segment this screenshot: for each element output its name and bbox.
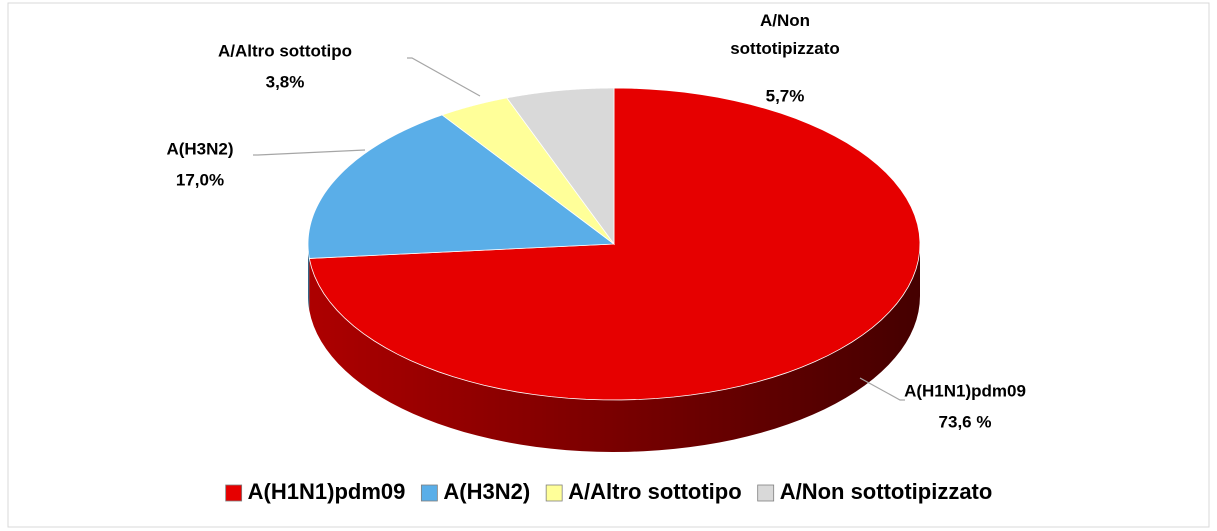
leader-line	[407, 57, 481, 97]
pie-slice	[441, 97, 615, 245]
data-label-value: 5,7%	[766, 86, 805, 105]
data-label-category: A(H3N2)	[166, 139, 233, 158]
legend-label: A/Non sottotipizzato	[780, 479, 993, 504]
pie-slice	[308, 87, 921, 401]
pie-slice-side	[308, 244, 310, 311]
data-labels: A(H1N1)pdm09 73,6 % A(H3N2) 17,0% A/Altro so…	[166, 11, 1025, 431]
pie-slice	[506, 87, 615, 246]
legend-label: A(H3N2)	[443, 479, 530, 504]
data-label-category: A/Altro sottotipo	[218, 41, 352, 60]
legend: A(H1N1)pdm09 A(H3N2) A/Altro sottotipo A/No…	[225, 479, 993, 504]
legend-label: A(H1N1)pdm09	[248, 479, 406, 504]
legend-swatch	[757, 484, 775, 502]
legend-swatch	[225, 484, 243, 502]
pie-sides	[308, 244, 920, 452]
data-label-category: A/Non sottotipizzato	[730, 11, 840, 58]
leader-line	[253, 149, 366, 156]
data-label-value: 73,6 %	[939, 412, 992, 431]
legend-swatch	[420, 484, 438, 502]
data-label-category: A(H1N1)pdm09	[904, 381, 1026, 400]
pie-slice	[307, 114, 616, 259]
data-label-value: 3,8%	[266, 72, 305, 91]
pie-tops	[307, 87, 921, 401]
data-label-value: 17,0%	[176, 170, 224, 189]
pie-slice-side	[309, 244, 920, 452]
legend-label: A/Altro sottotipo	[568, 479, 742, 504]
leader-line	[859, 377, 905, 401]
legend-swatch	[545, 484, 563, 502]
